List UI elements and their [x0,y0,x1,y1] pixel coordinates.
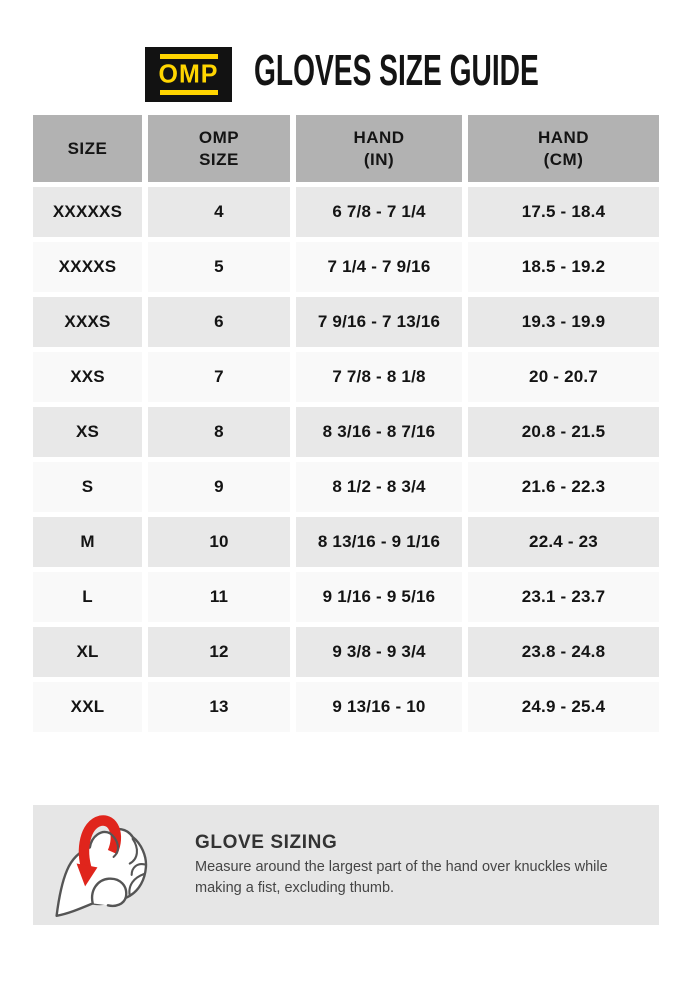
sizing-note-panel: GLOVE SIZING Measure around the largest … [33,805,659,925]
table-cell-r6-c3: 22.4 - 23 [468,517,659,567]
table-cell-r8-c0: XL [33,627,142,677]
table-cell-r4-c1: 8 [148,407,290,457]
table-cell-r3-c2: 7 7/8 - 8 1/8 [296,352,462,402]
table-cell-r7-c0: L [33,572,142,622]
table-cell-r2-c3: 19.3 - 19.9 [468,297,659,347]
table-cell-r8-c2: 9 3/8 - 9 3/4 [296,627,462,677]
logo-top-bar [159,54,218,59]
table-cell-r2-c1: 6 [148,297,290,347]
table-cell-r8-c3: 23.8 - 24.8 [468,627,659,677]
table-cell-r9-c2: 9 13/16 - 10 [296,682,462,732]
sizing-note-title: GLOVE SIZING [195,832,338,853]
table-cell-r3-c3: 20 - 20.7 [468,352,659,402]
table-cell-r9-c0: XXL [33,682,142,732]
table-cell-r2-c0: XXXS [33,297,142,347]
table-cell-r3-c0: XXS [33,352,142,402]
table-cell-r1-c3: 18.5 - 19.2 [468,242,659,292]
page-title: GLOVES SIZE GUIDE [254,46,539,95]
table-cell-r4-c3: 20.8 - 21.5 [468,407,659,457]
table-cell-r5-c1: 9 [148,462,290,512]
sizing-note-body: Measure around the largest part of the h… [195,859,608,896]
table-cell-r1-c1: 5 [148,242,290,292]
column-header-3: HAND (CM) [468,115,659,182]
table-cell-r1-c0: XXXXS [33,242,142,292]
table-cell-r9-c1: 13 [148,682,290,732]
omp-logo-text: OMP [158,59,219,89]
table-cell-r6-c2: 8 13/16 - 9 1/16 [296,517,462,567]
column-header-1: OMP SIZE [148,115,290,182]
table-cell-r0-c3: 17.5 - 18.4 [468,187,659,237]
logo-bottom-bar [159,90,218,95]
table-cell-r0-c1: 4 [148,187,290,237]
table-cell-r4-c0: XS [33,407,142,457]
table-cell-r0-c0: XXXXXS [33,187,142,237]
column-header-2: HAND (IN) [296,115,462,182]
table-cell-r0-c2: 6 7/8 - 7 1/4 [296,187,462,237]
table-cell-r7-c1: 11 [148,572,290,622]
table-cell-r5-c3: 21.6 - 22.3 [468,462,659,512]
table-cell-r7-c2: 9 1/16 - 9 5/16 [296,572,462,622]
column-header-0: SIZE [33,115,142,182]
table-cell-r8-c1: 12 [148,627,290,677]
table-cell-r9-c3: 24.9 - 25.4 [468,682,659,732]
table-cell-r3-c1: 7 [148,352,290,402]
table-cell-r1-c2: 7 1/4 - 7 9/16 [296,242,462,292]
table-cell-r6-c1: 10 [148,517,290,567]
table-cell-r6-c0: M [33,517,142,567]
table-cell-r4-c2: 8 3/16 - 8 7/16 [296,407,462,457]
size-table: SIZE OMP SIZE HAND (IN) HAND (CM) XXXXXS 4 6 7/8 … [33,115,659,732]
table-cell-r5-c0: S [33,462,142,512]
table-cell-r5-c2: 8 1/2 - 8 3/4 [296,462,462,512]
fist-with-measuring-loop-icon [55,815,148,917]
omp-logo: OMP [145,47,232,102]
table-cell-r7-c3: 23.1 - 23.7 [468,572,659,622]
table-cell-r2-c2: 7 9/16 - 7 13/16 [296,297,462,347]
